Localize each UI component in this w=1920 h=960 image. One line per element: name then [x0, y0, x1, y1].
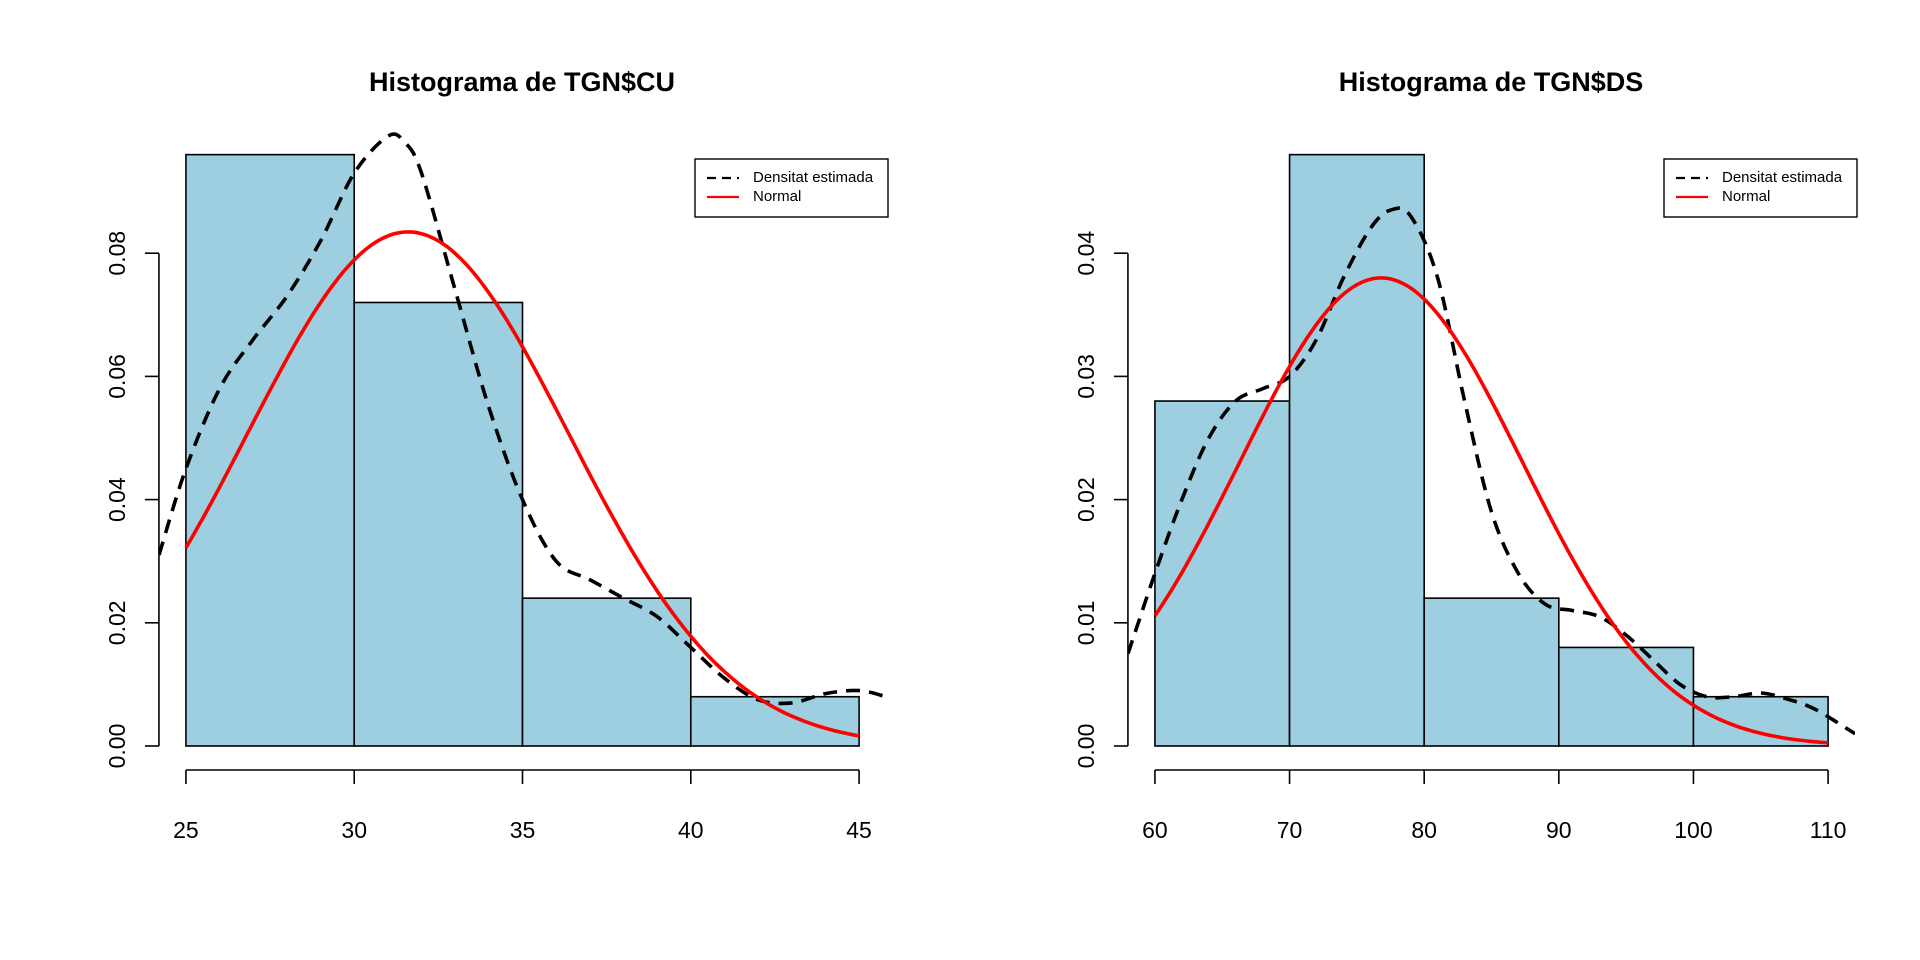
y-tick-label: 0.08: [104, 231, 130, 276]
legend-label: Normal: [753, 188, 801, 205]
y-tick-label: 0.02: [1073, 477, 1099, 522]
x-tick-label: 110: [1810, 817, 1847, 843]
x-tick-label: 70: [1277, 817, 1303, 843]
histogram-bar: [1288, 153, 1425, 747]
chart-title: Histograma de TGN$DS: [1339, 67, 1644, 97]
y-tick-label: 0.00: [1073, 724, 1099, 769]
legend-box: [694, 158, 889, 218]
x-tick-label: 30: [341, 817, 367, 843]
legend-label: Densitat estimada: [1722, 169, 1843, 186]
legend: Densitat estimada Normal: [694, 158, 889, 218]
x-tick-label: 60: [1142, 817, 1168, 843]
x-tick-label: 45: [846, 817, 872, 843]
y-tick-label: 0.02: [104, 600, 130, 645]
histogram-bar: [521, 597, 692, 747]
histogram-bar: [689, 695, 860, 747]
x-tick-label: 100: [1674, 817, 1712, 843]
normal-curve: [184, 230, 860, 738]
x-tick-label: 35: [510, 817, 536, 843]
histogram-bar: [1154, 400, 1291, 747]
density-curve: [159, 132, 886, 706]
histogram-panel-1: Histograma de TGN$CU 0.00 0.02 0.04 0.06 0.08…: [104, 67, 889, 843]
x-tick-label: 80: [1411, 817, 1437, 843]
x-tick-label: 90: [1546, 817, 1572, 843]
y-tick-label: 0.06: [104, 354, 130, 399]
histogram-bar: [353, 301, 524, 747]
y-tick-label: 0.04: [104, 477, 130, 522]
y-tick-label: 0.01: [1073, 600, 1099, 645]
x-tick-label: 40: [678, 817, 704, 843]
chart-title: Histograma de TGN$CU: [369, 67, 675, 97]
y-tick-label: 0.04: [1073, 231, 1099, 276]
histogram-bar: [1423, 597, 1560, 747]
legend: Densitat estimada Normal: [1663, 158, 1858, 218]
y-tick-label: 0.03: [1073, 354, 1099, 399]
x-tick-label: 25: [173, 817, 199, 843]
histogram-bar: [1692, 695, 1829, 747]
y-tick-label: 0.00: [104, 724, 130, 769]
legend-box: [1663, 158, 1858, 218]
histogram-bar: [185, 153, 356, 747]
histogram-panel-2: Histograma de TGN$DS 0.00 0.01 0.02 0.03 0.04…: [1073, 67, 1858, 843]
normal-curve: [1153, 276, 1829, 745]
histogram-bar: [1558, 646, 1695, 747]
legend-label: Normal: [1722, 188, 1770, 205]
density-curve: [1128, 206, 1855, 736]
legend-label: Densitat estimada: [753, 169, 874, 186]
